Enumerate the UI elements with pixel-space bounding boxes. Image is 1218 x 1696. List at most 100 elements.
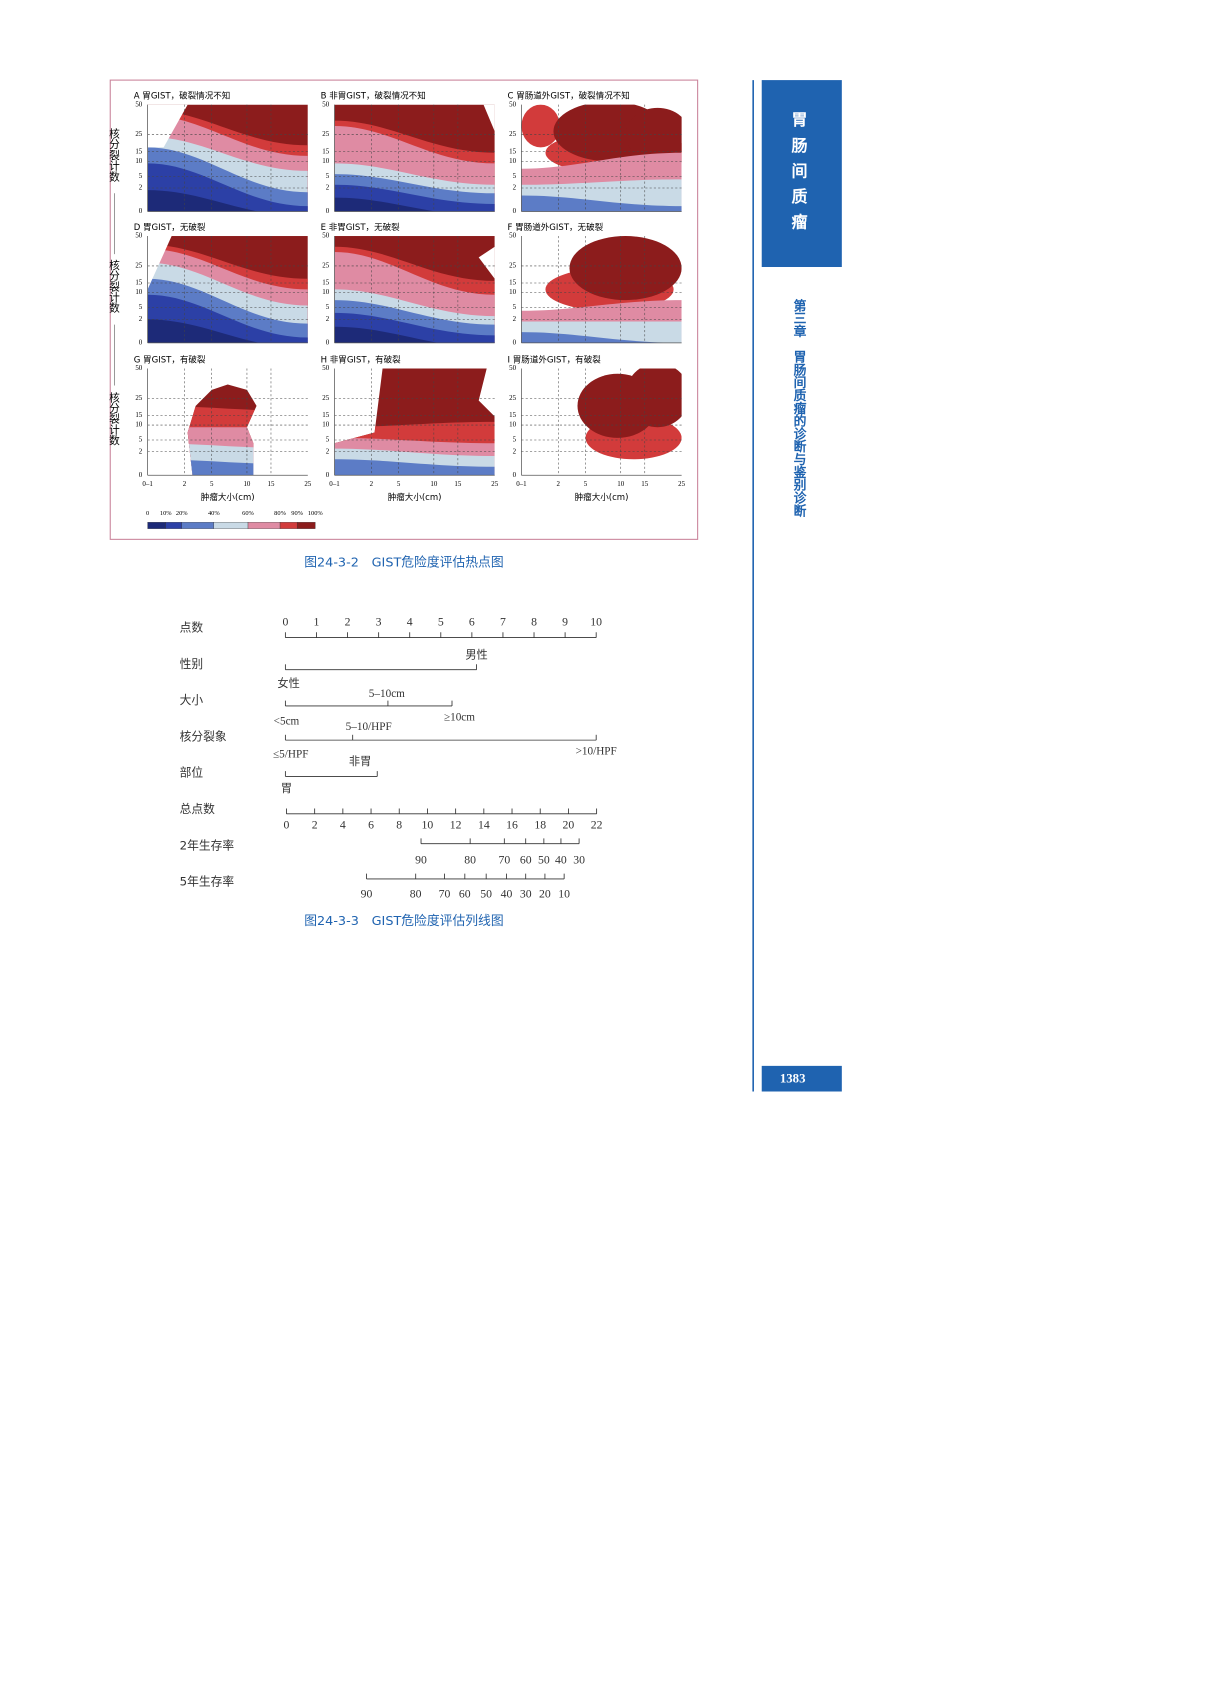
y-tick-label: 5 — [326, 303, 330, 311]
y-tick-label: 10 — [135, 421, 142, 429]
panel-title: E 非胃GIST，无破裂 — [321, 221, 401, 233]
scale-label: 8 — [396, 818, 402, 831]
figure-caption: 图24-3-3 GIST危险度评估列线图 — [304, 913, 503, 929]
scale-label: 30 — [573, 854, 585, 867]
y-tick-label: 0 — [513, 471, 517, 479]
x-tick-label: 2 — [557, 480, 561, 488]
heat-blank — [478, 246, 495, 279]
row-label: 性别 — [180, 657, 203, 671]
chapter-title: 第三章 胃肠间质瘤的诊断与鉴别诊断 — [791, 298, 807, 518]
heat-band — [334, 459, 495, 476]
y-tick-label: 25 — [509, 130, 516, 138]
panel-title: F 胃肠道外GIST，无破裂 — [508, 221, 604, 233]
y-tick-label: 5 — [326, 172, 330, 180]
heat-panel — [521, 368, 682, 476]
y-tick-label: 10 — [509, 288, 516, 296]
heat-panel — [147, 104, 308, 212]
row-label: 核分裂象 — [180, 729, 227, 743]
level-label: 非胃 — [349, 755, 371, 768]
heat-panel — [334, 368, 495, 476]
scale-label: 2 — [312, 818, 318, 831]
y-tick-label: 5 — [139, 172, 143, 180]
y-tick-label: 5 — [513, 172, 517, 180]
x-tick-label: 5 — [210, 480, 214, 488]
heat-panel — [521, 104, 682, 212]
x-tick-label: 15 — [268, 480, 275, 488]
legend-swatch — [279, 522, 298, 529]
legend-swatch — [247, 522, 281, 529]
y-axis-label: 核分裂计数 — [108, 259, 121, 314]
y-tick-label: 10 — [322, 288, 329, 296]
heat-blob — [625, 368, 682, 428]
scale-label: 90 — [415, 854, 427, 867]
row-label: 点数 — [180, 620, 204, 634]
scale-label: 10 — [422, 818, 434, 831]
level-label: >10/HPF — [576, 745, 617, 757]
y-tick-label: 15 — [509, 279, 516, 287]
y-tick-label: 0 — [139, 471, 143, 479]
y-tick-label: 2 — [139, 184, 143, 192]
y-tick-label: 25 — [322, 262, 329, 270]
legend-label: 100% — [308, 510, 324, 517]
x-tick-label: 15 — [454, 480, 461, 488]
y-tick-label: 0 — [139, 207, 143, 215]
y-tick-label: 15 — [509, 147, 516, 155]
scale-label: 4 — [340, 818, 346, 831]
x-tick-label: 25 — [678, 480, 685, 488]
y-tick-label: 25 — [135, 262, 142, 270]
y-tick-label: 5 — [139, 303, 143, 311]
y-tick-label: 0 — [139, 338, 143, 346]
y-tick-label: 10 — [322, 157, 329, 165]
y-axis-label: 核分裂计数 — [108, 391, 121, 446]
x-tick-label: 2 — [370, 480, 374, 488]
x-tick-label: 25 — [491, 480, 498, 488]
y-axis-label: 核分裂计数 — [108, 128, 121, 183]
scale-label: 7 — [500, 615, 506, 628]
page-number: 1383 — [780, 1072, 806, 1086]
heat-band — [147, 190, 258, 212]
legend-label: 40% — [208, 510, 220, 517]
row-label: 部位 — [180, 766, 204, 780]
y-tick-label: 2 — [139, 447, 143, 455]
y-tick-label: 25 — [322, 394, 329, 402]
y-tick-label: 50 — [135, 364, 142, 372]
y-tick-label: 2 — [326, 447, 330, 455]
row-label: 5年生存率 — [180, 875, 235, 889]
y-tick-label: 50 — [509, 100, 516, 108]
scale-label: 10 — [558, 888, 570, 901]
legend-label: 90% — [291, 510, 303, 517]
y-tick-label: 25 — [135, 394, 142, 402]
y-tick-label: 2 — [513, 184, 517, 192]
y-tick-label: 10 — [509, 157, 516, 165]
scale-label: 9 — [562, 615, 568, 628]
scale-label: 16 — [506, 818, 518, 831]
y-tick-label: 0 — [326, 471, 330, 479]
y-tick-label: 15 — [135, 147, 142, 155]
scale-label: 70 — [498, 854, 510, 867]
heat-blob — [569, 236, 682, 301]
scale-label: 3 — [376, 615, 382, 628]
y-tick-label: 50 — [509, 232, 516, 240]
y-tick-label: 15 — [135, 411, 142, 419]
panel-title: A 胃GIST，破裂情况不知 — [134, 90, 231, 102]
heat-blob — [625, 107, 682, 162]
section-tab — [761, 80, 842, 268]
heat-band — [147, 319, 260, 343]
level-label: ≥10cm — [444, 711, 475, 723]
y-tick-label: 25 — [322, 130, 329, 138]
y-tick-label: 15 — [135, 279, 142, 287]
x-tick-label: 2 — [183, 480, 187, 488]
y-tick-label: 25 — [509, 394, 516, 402]
y-tick-label: 50 — [322, 232, 329, 240]
heat-panel — [334, 104, 495, 212]
panel-title: G 胃GIST，有破裂 — [134, 353, 206, 365]
scale-label: 70 — [439, 888, 451, 901]
heat-band — [187, 459, 257, 476]
page-number-box — [761, 1065, 842, 1092]
legend-label: 60% — [242, 510, 254, 517]
scale-label: 50 — [538, 854, 550, 867]
y-tick-label: 15 — [322, 279, 329, 287]
x-tick-label: 0–1 — [142, 480, 153, 488]
scale-label: 20 — [539, 888, 551, 901]
